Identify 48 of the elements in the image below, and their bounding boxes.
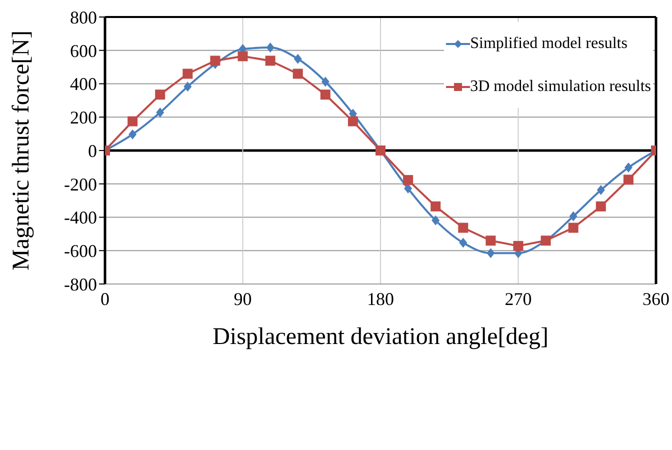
x-tick-label: 90 <box>234 288 252 309</box>
point <box>155 90 166 100</box>
point <box>513 240 524 251</box>
point <box>182 68 193 79</box>
legend-label: 3D model simulation results <box>470 78 651 96</box>
point <box>486 236 496 246</box>
point <box>210 56 220 66</box>
y-tick-label: -800 <box>64 274 97 294</box>
point <box>321 76 330 87</box>
y-tick-label: 800 <box>70 7 97 28</box>
x-axis-title: Displacement deviation angle[deg] <box>212 324 548 350</box>
legend-label: Simplified model results <box>470 34 628 52</box>
point <box>184 82 192 92</box>
point <box>486 248 495 258</box>
point <box>624 162 632 173</box>
point <box>238 51 248 62</box>
point <box>569 211 578 222</box>
y-tick-label: -200 <box>64 174 97 194</box>
y-tick-label: -400 <box>64 208 97 228</box>
point <box>404 184 412 194</box>
y-axis-title: Magnetic thrust force[N] <box>8 30 35 270</box>
point <box>265 56 276 66</box>
point <box>596 185 605 196</box>
point <box>292 68 303 79</box>
point <box>430 201 441 212</box>
x-tick-label: 270 <box>504 288 532 309</box>
point <box>128 116 138 126</box>
x-tick-label: 0 <box>100 288 110 309</box>
point <box>458 222 468 233</box>
point <box>432 215 440 226</box>
y-tick-label: 200 <box>70 108 97 128</box>
point <box>403 175 414 186</box>
point <box>348 116 358 126</box>
point <box>128 129 137 140</box>
point <box>266 42 274 53</box>
point <box>568 222 578 233</box>
point <box>320 90 330 100</box>
y-tick-label: 0 <box>88 140 97 161</box>
point <box>596 201 606 212</box>
x-tick-label: 360 <box>642 288 670 309</box>
y-tick-label: -600 <box>64 241 97 262</box>
x-tick-label: 180 <box>367 288 394 309</box>
y-tick-label: 400 <box>70 74 97 94</box>
point <box>294 54 302 64</box>
point <box>156 107 164 118</box>
point <box>459 238 468 248</box>
y-tick-label: 600 <box>70 40 97 61</box>
point <box>623 174 634 185</box>
